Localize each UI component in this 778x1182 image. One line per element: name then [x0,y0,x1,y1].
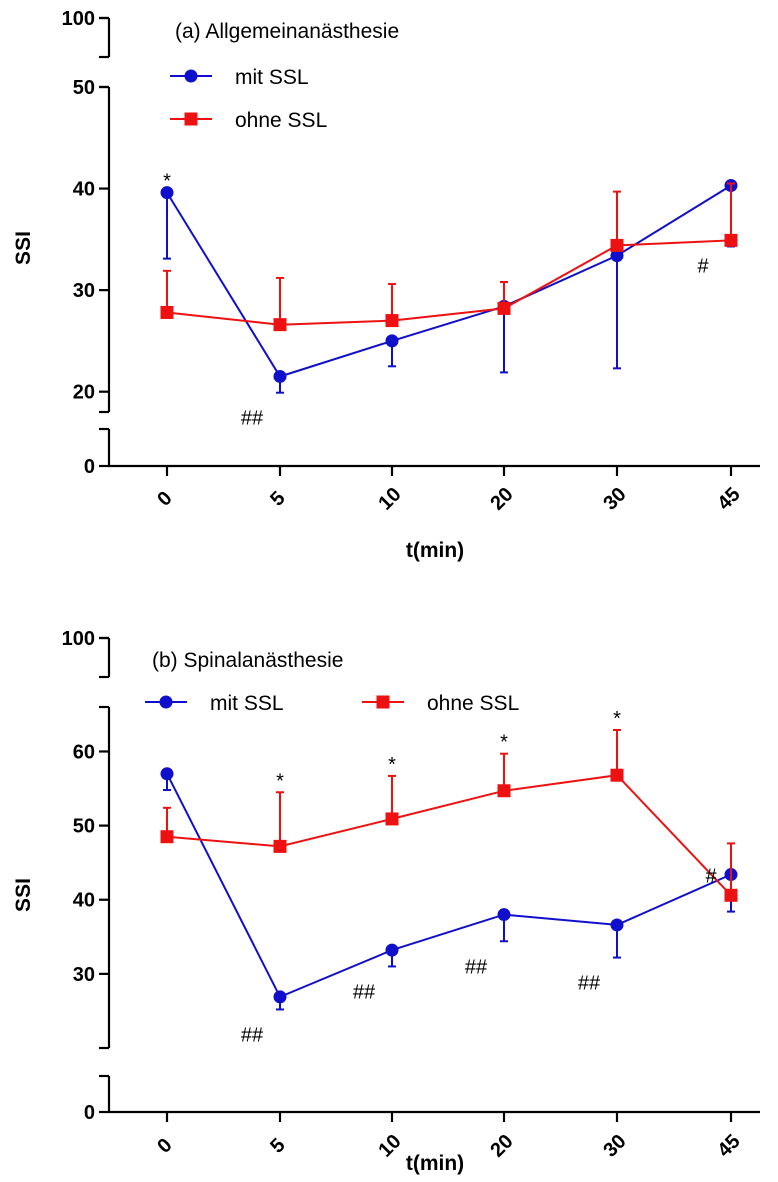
y-tick-label: 0 [84,1102,95,1124]
data-point-square [497,301,511,315]
series-mit-ssl [160,767,738,1011]
y-axis-title: SSI [12,231,35,265]
significance-marker: ## [465,956,488,978]
series-line [166,773,732,999]
legend-label: ohne SSL [235,109,327,132]
data-point-circle [273,990,287,1004]
x-tick-label: 0 [153,487,176,510]
significance-marker: * [388,754,396,776]
x-tick-label: 0 [153,1134,176,1157]
data-point-circle [385,943,399,957]
y-tick-label: 20 [73,382,95,404]
y-tick-label: 60 [73,741,95,763]
significance-marker: * [163,171,171,193]
data-point-square [160,830,174,844]
x-tick-label: 10 [374,483,405,514]
legend-entry: ohne SSL [362,692,519,715]
data-point-circle [610,918,624,932]
series-ohne-ssl [160,728,738,902]
significance-marker: * [276,770,284,792]
legend-marker-square [184,112,198,126]
data-point-square [273,318,287,332]
legend-marker-circle [159,695,173,709]
y-tick-label: 100 [62,628,95,650]
significance-marker: ## [241,408,264,430]
chart-panel-b: 0 30 40 50 60 100 0 5 10 20 30 45 t(min) SSI (b) Spina… [12,628,760,1175]
x-axis-title: t(min) [406,539,464,562]
significance-marker: * [500,732,508,754]
legend-entry: ohne SSL [170,109,327,132]
y-tick-label: 30 [73,964,95,986]
data-point-square [497,784,511,798]
x-tick-label: 10 [374,1130,405,1161]
significance-marker: * [613,708,621,730]
series-mit-ssl [160,179,738,394]
data-point-circle [160,186,174,200]
significance-marker: # [697,255,709,277]
data-point-circle [273,369,287,383]
data-point-square [273,839,287,853]
y-tick-label: 50 [73,77,95,99]
data-point-square [385,314,399,328]
data-point-square [724,233,738,247]
legend-label: mit SSL [210,692,284,715]
x-tick-label: 45 [713,1130,744,1161]
series-line [166,184,732,378]
x-tick-label: 30 [599,1130,630,1161]
legend-label: mit SSL [235,66,309,89]
data-point-circle [160,767,174,781]
y-tick-label: 100 [62,8,95,30]
series-line [166,774,732,896]
y-axis-title: SSI [12,878,35,912]
significance-marker: # [705,866,717,888]
series-line [166,239,732,326]
legend-label: ohne SSL [427,692,519,715]
x-tick-label: 45 [713,483,744,514]
x-tick-label: 5 [266,487,289,510]
x-tick-label: 20 [486,483,517,514]
series-ohne-ssl [160,182,738,332]
panel-title: (b) Spinalanästhesie [152,649,343,672]
y-tick-label: 40 [73,890,95,912]
legend-marker-square [376,695,390,709]
significance-marker: ## [578,973,601,995]
x-axis-title: t(min) [406,1152,464,1175]
panel-title: (a) Allgemeinanästhesie [175,20,399,43]
data-point-square [385,812,399,826]
data-point-square [610,768,624,782]
data-point-square [724,888,738,902]
legend-marker-circle [184,69,198,83]
data-point-square [610,238,624,252]
y-tick-label: 40 [73,179,95,201]
x-tick-label: 20 [486,1130,517,1161]
significance-marker: ## [241,1024,264,1046]
chart-panel-a: 0 20 30 40 50 100 0 5 10 20 30 45 t(min) SSI (a) Allge… [12,8,760,562]
data-point-circle [610,249,624,263]
data-point-circle [497,908,511,922]
y-tick-label: 50 [73,816,95,838]
x-tick-label: 5 [266,1134,289,1157]
data-point-square [160,305,174,319]
y-tick-label: 30 [73,280,95,302]
x-tick-label: 30 [599,483,630,514]
legend-entry: mit SSL [170,66,309,89]
significance-marker: ## [353,981,376,1003]
data-point-circle [385,334,399,348]
y-tick-label: 0 [84,456,95,478]
legend-entry: mit SSL [145,692,284,715]
